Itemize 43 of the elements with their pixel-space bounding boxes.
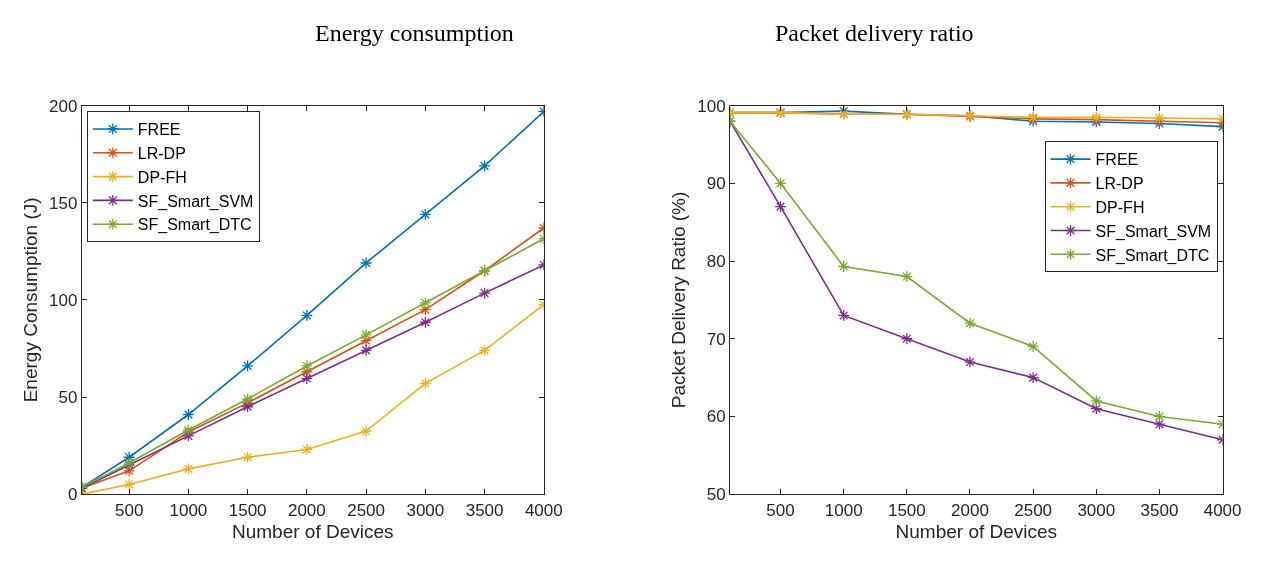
legend-label: SF_Smart_DTC: [137, 216, 252, 235]
x-tick-label: 1000: [169, 500, 208, 520]
x-tick-label: 500: [114, 500, 144, 520]
legend-label: DP-FH: [1095, 198, 1145, 216]
x-tick-label: 3500: [1140, 500, 1179, 520]
y-tick-label: 90: [706, 174, 726, 194]
x-tick-label: 1500: [887, 500, 926, 520]
x-tick-label: 2000: [951, 500, 989, 520]
x-tick-label: 2500: [347, 500, 386, 520]
chart-title: Energy consumption: [315, 20, 514, 46]
x-axis-title: Number of Devices: [232, 521, 394, 543]
y-axis-title: Energy Consumption (J): [19, 197, 41, 403]
legend-label: FREE: [1095, 151, 1139, 169]
x-tick-label: 3000: [406, 500, 445, 520]
y-tick-label: 50: [58, 387, 78, 407]
x-tick-label: 3500: [465, 500, 504, 520]
x-tick-label: 2500: [1014, 500, 1053, 520]
legend-label: SF_Smart_DTC: [1095, 246, 1210, 265]
y-axis-title: Packet Delivery Ratio (%): [668, 191, 690, 409]
x-tick-label: 1000: [824, 500, 863, 520]
x-tick-label: 500: [766, 500, 795, 520]
x-tick-label: 3000: [1077, 500, 1116, 520]
chart-title: Packet delivery ratio: [775, 20, 974, 46]
legend-label: LR-DP: [1095, 175, 1144, 193]
legend-label: LR-DP: [137, 145, 186, 163]
y-tick-label: 150: [48, 193, 78, 213]
y-tick-label: 100: [48, 290, 78, 310]
x-tick-label: 4000: [524, 500, 563, 520]
x-tick-label: 1500: [228, 500, 267, 520]
x-tick-label: 2000: [287, 500, 326, 520]
y-tick-label: 100: [697, 96, 726, 116]
legend-label: SF_Smart_SVM: [137, 192, 254, 211]
x-axis-title: Number of Devices: [895, 521, 1058, 543]
y-tick-label: 60: [706, 407, 726, 427]
x-tick-label: 4000: [1203, 500, 1242, 520]
y-tick-label: 70: [706, 329, 726, 349]
legend-label: SF_Smart_SVM: [1095, 222, 1212, 241]
legend-label: FREE: [137, 121, 181, 139]
legend-label: DP-FH: [137, 168, 187, 186]
y-tick-label: 80: [706, 251, 726, 271]
y-tick-label: 50: [706, 485, 726, 505]
y-tick-label: 0: [67, 485, 78, 505]
y-tick-label: 200: [48, 96, 78, 116]
